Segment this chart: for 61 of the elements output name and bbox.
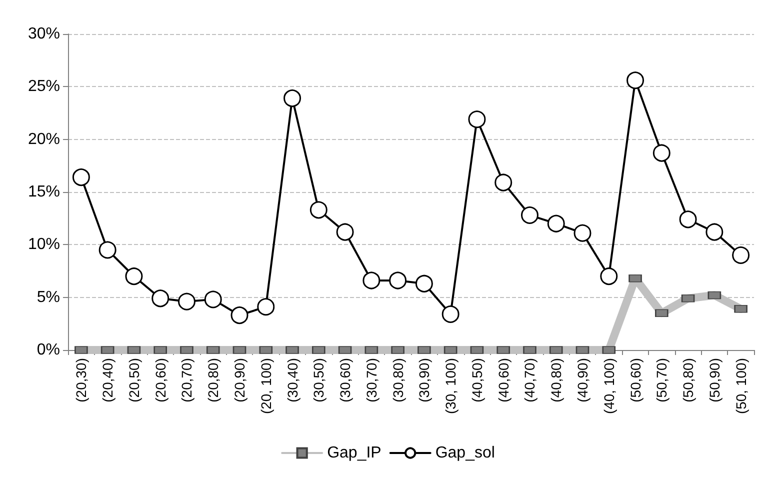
x-tick-label: (20,60) xyxy=(152,358,168,402)
point xyxy=(732,246,750,264)
point xyxy=(520,206,538,224)
x-tick-label: (40,70) xyxy=(522,358,538,402)
point xyxy=(652,144,670,162)
x-tick-label: (30,70) xyxy=(363,358,380,402)
point xyxy=(442,305,460,323)
point xyxy=(468,110,486,128)
y-tick-label: 15% xyxy=(28,184,60,200)
y-tick-label: 25% xyxy=(28,78,60,96)
y-tick-label: 10% xyxy=(28,236,60,254)
point xyxy=(706,223,724,241)
x-tick-label: (50,60) xyxy=(627,358,644,402)
point xyxy=(547,214,565,232)
x-tick-label: (20,50) xyxy=(126,358,142,402)
point xyxy=(600,268,618,286)
point xyxy=(72,168,90,186)
point xyxy=(125,268,143,286)
x-tick-label: (20,40) xyxy=(100,358,116,402)
x-tick-label: (20,80) xyxy=(205,358,222,402)
x-tick-label: (50,90) xyxy=(706,358,722,402)
x-tick-label: (30,50) xyxy=(310,358,327,402)
x-tick-label: (40,60) xyxy=(495,358,512,402)
x-tick-label: (30,90) xyxy=(416,358,432,402)
legend-label: Gap_IP xyxy=(327,444,382,462)
y-tick-label: 5% xyxy=(36,288,60,306)
point xyxy=(152,290,170,308)
x-tick-label: (40,90) xyxy=(574,358,590,402)
y-tick-label: 30% xyxy=(28,26,60,42)
point xyxy=(679,210,697,228)
point xyxy=(626,72,644,90)
point xyxy=(257,298,275,316)
point xyxy=(574,224,592,242)
point xyxy=(178,292,196,310)
x-tick-label: (20, 100) xyxy=(258,358,274,414)
x-tick-label: (40,50) xyxy=(468,358,485,402)
point xyxy=(230,306,248,324)
point xyxy=(310,201,328,219)
x-tick-label: (50, 100) xyxy=(732,358,749,414)
x-tick-label: (40,80) xyxy=(548,358,564,402)
y-tick-label: 20% xyxy=(28,130,60,148)
legend-label: Gap_sol xyxy=(435,444,495,462)
point xyxy=(284,90,302,107)
x-tick-label: (30, 100) xyxy=(442,358,459,414)
point xyxy=(389,272,407,290)
x-tick-label: (20,70) xyxy=(178,358,195,402)
point xyxy=(494,174,512,192)
y-tick-label: 0% xyxy=(36,342,60,358)
x-tick-label: (30,80) xyxy=(390,358,406,402)
point xyxy=(98,241,116,259)
point xyxy=(336,223,354,241)
x-tick-label: (20,30) xyxy=(73,358,90,402)
x-tick-label: (30,60) xyxy=(337,358,354,402)
x-tick-label: (50,70) xyxy=(654,358,670,402)
point xyxy=(415,274,433,292)
x-tick-label: (40, 100) xyxy=(600,358,617,414)
x-tick-label: (50,80) xyxy=(680,358,696,402)
point xyxy=(362,272,380,290)
x-tick-label: (20,90) xyxy=(232,358,248,402)
x-tick-label: (30,40) xyxy=(284,358,300,402)
point xyxy=(204,290,222,308)
